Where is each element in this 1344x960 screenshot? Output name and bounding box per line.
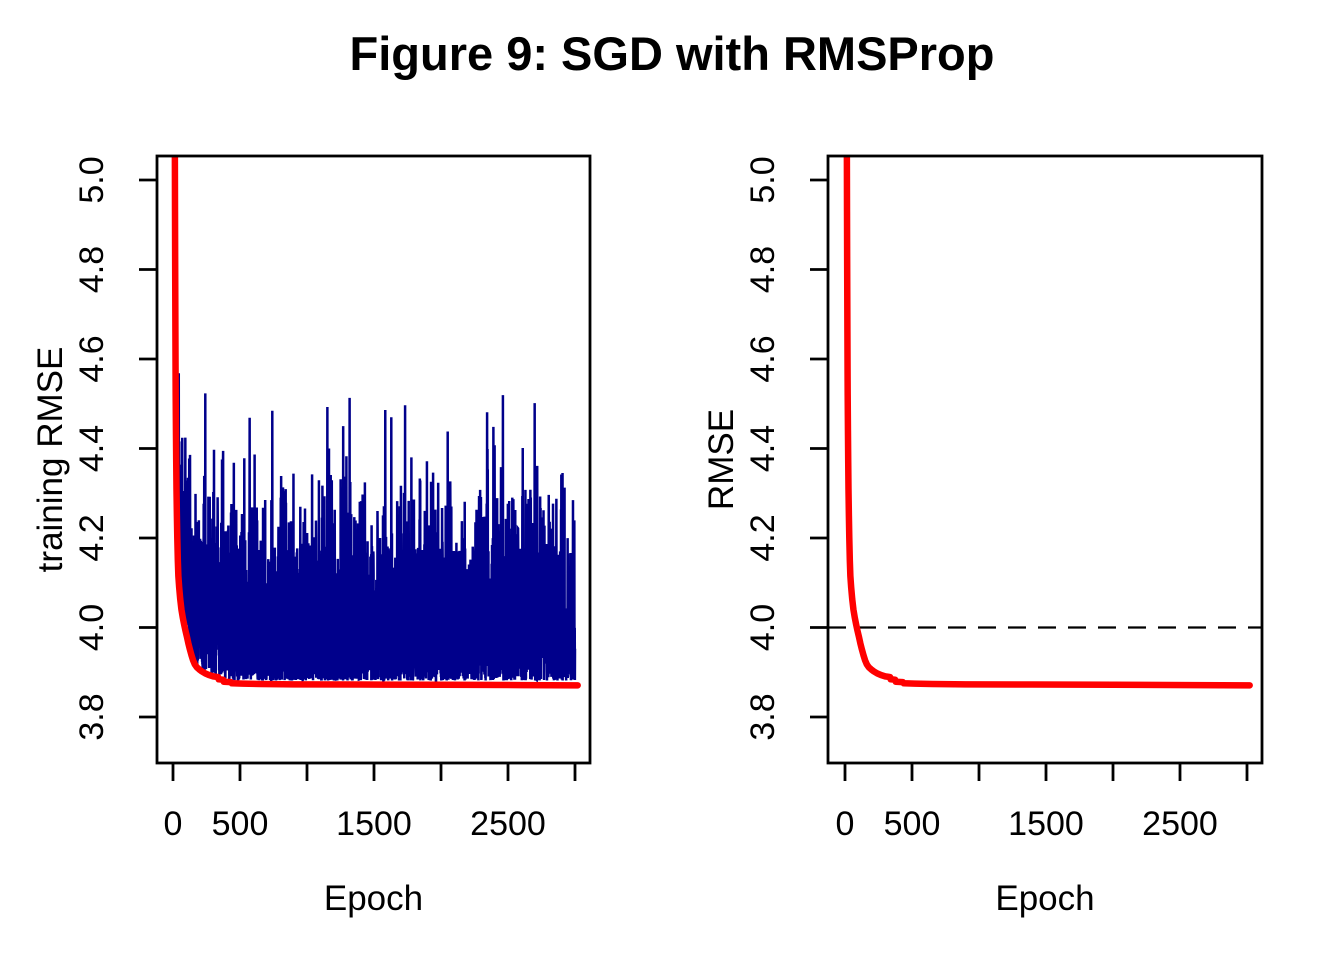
y-tick-label: 4.4 bbox=[73, 425, 111, 472]
y-tick-label: 3.8 bbox=[73, 693, 111, 740]
y-tick-label: 4.0 bbox=[744, 604, 782, 651]
x-tick-label: 0 bbox=[836, 805, 855, 843]
x-tick-label: 0 bbox=[164, 805, 183, 843]
y-tick-label: 4.2 bbox=[744, 514, 782, 561]
y-axis-ticks: 3.8 4.0 4.2 4.4 4.6 4.8 5.0 bbox=[73, 156, 157, 741]
y-tick-label: 4.6 bbox=[744, 335, 782, 382]
x-axis-ticks: 0 500 1500 2500 bbox=[164, 763, 577, 843]
x-tick-label: 500 bbox=[884, 805, 941, 843]
x-axis-ticks: 0 500 1500 2500 bbox=[836, 763, 1249, 843]
x-tick-label: 1500 bbox=[1008, 805, 1084, 843]
y-tick-label: 4.4 bbox=[744, 425, 782, 472]
x-axis-label: Epoch bbox=[995, 879, 1094, 918]
y-tick-label: 4.2 bbox=[73, 514, 111, 561]
left-plot: 0 500 1500 2500 3.8 4.0 4.2 4.4 4.6 4.8 5.0 Epoch tr… bbox=[31, 154, 592, 918]
right-plot: 0 500 1500 2500 3.8 4.0 4.2 4.4 4.6 4.8 5.0 Epoch RM… bbox=[702, 154, 1264, 918]
axis-box bbox=[826, 154, 1264, 765]
y-axis-ticks: 3.8 4.0 4.2 4.4 4.6 4.8 5.0 bbox=[744, 156, 828, 741]
series-noisy-training-rmse bbox=[173, 326, 577, 685]
y-axis-label: training RMSE bbox=[31, 347, 70, 573]
series-red-rmse bbox=[171, 156, 581, 689]
y-tick-label: 3.8 bbox=[744, 693, 782, 740]
right-plot-area bbox=[828, 156, 1262, 689]
figure-title: Figure 9: SGD with RMSProp bbox=[349, 27, 995, 80]
y-tick-label: 4.0 bbox=[73, 604, 111, 651]
x-tick-label: 500 bbox=[212, 805, 269, 843]
x-axis-label: Epoch bbox=[324, 879, 423, 918]
x-tick-label: 2500 bbox=[1142, 805, 1218, 843]
x-tick-label: 2500 bbox=[470, 805, 546, 843]
y-tick-label: 5.0 bbox=[744, 156, 782, 203]
y-tick-label: 4.8 bbox=[744, 246, 782, 293]
x-tick-label: 1500 bbox=[336, 805, 412, 843]
y-axis-label: RMSE bbox=[702, 409, 741, 510]
y-tick-label: 5.0 bbox=[73, 156, 111, 203]
series-red-rmse bbox=[843, 156, 1253, 689]
left-plot-area bbox=[171, 156, 581, 689]
y-tick-label: 4.6 bbox=[73, 335, 111, 382]
y-tick-label: 4.8 bbox=[73, 246, 111, 293]
